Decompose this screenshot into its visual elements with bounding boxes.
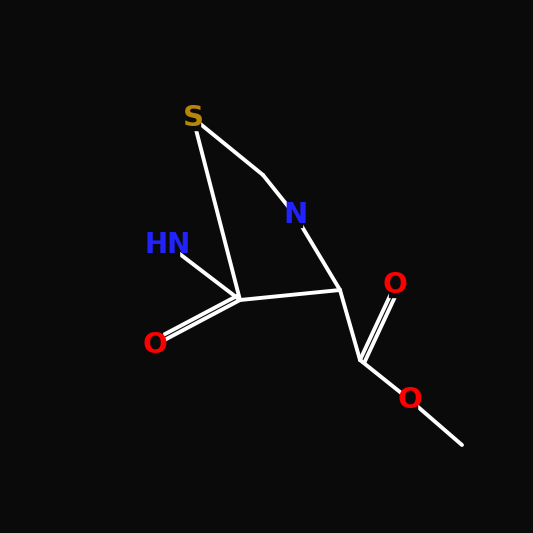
Text: HN: HN	[145, 231, 191, 259]
Text: N: N	[283, 201, 307, 229]
Bar	[157, 233, 179, 257]
Bar	[149, 333, 161, 357]
Bar	[187, 106, 199, 130]
Text: O: O	[142, 331, 167, 359]
Text: S: S	[182, 104, 204, 132]
Bar	[403, 388, 416, 412]
Text: O: O	[383, 271, 407, 299]
Text: O: O	[398, 386, 423, 414]
Bar	[288, 203, 302, 227]
Bar	[389, 273, 401, 297]
